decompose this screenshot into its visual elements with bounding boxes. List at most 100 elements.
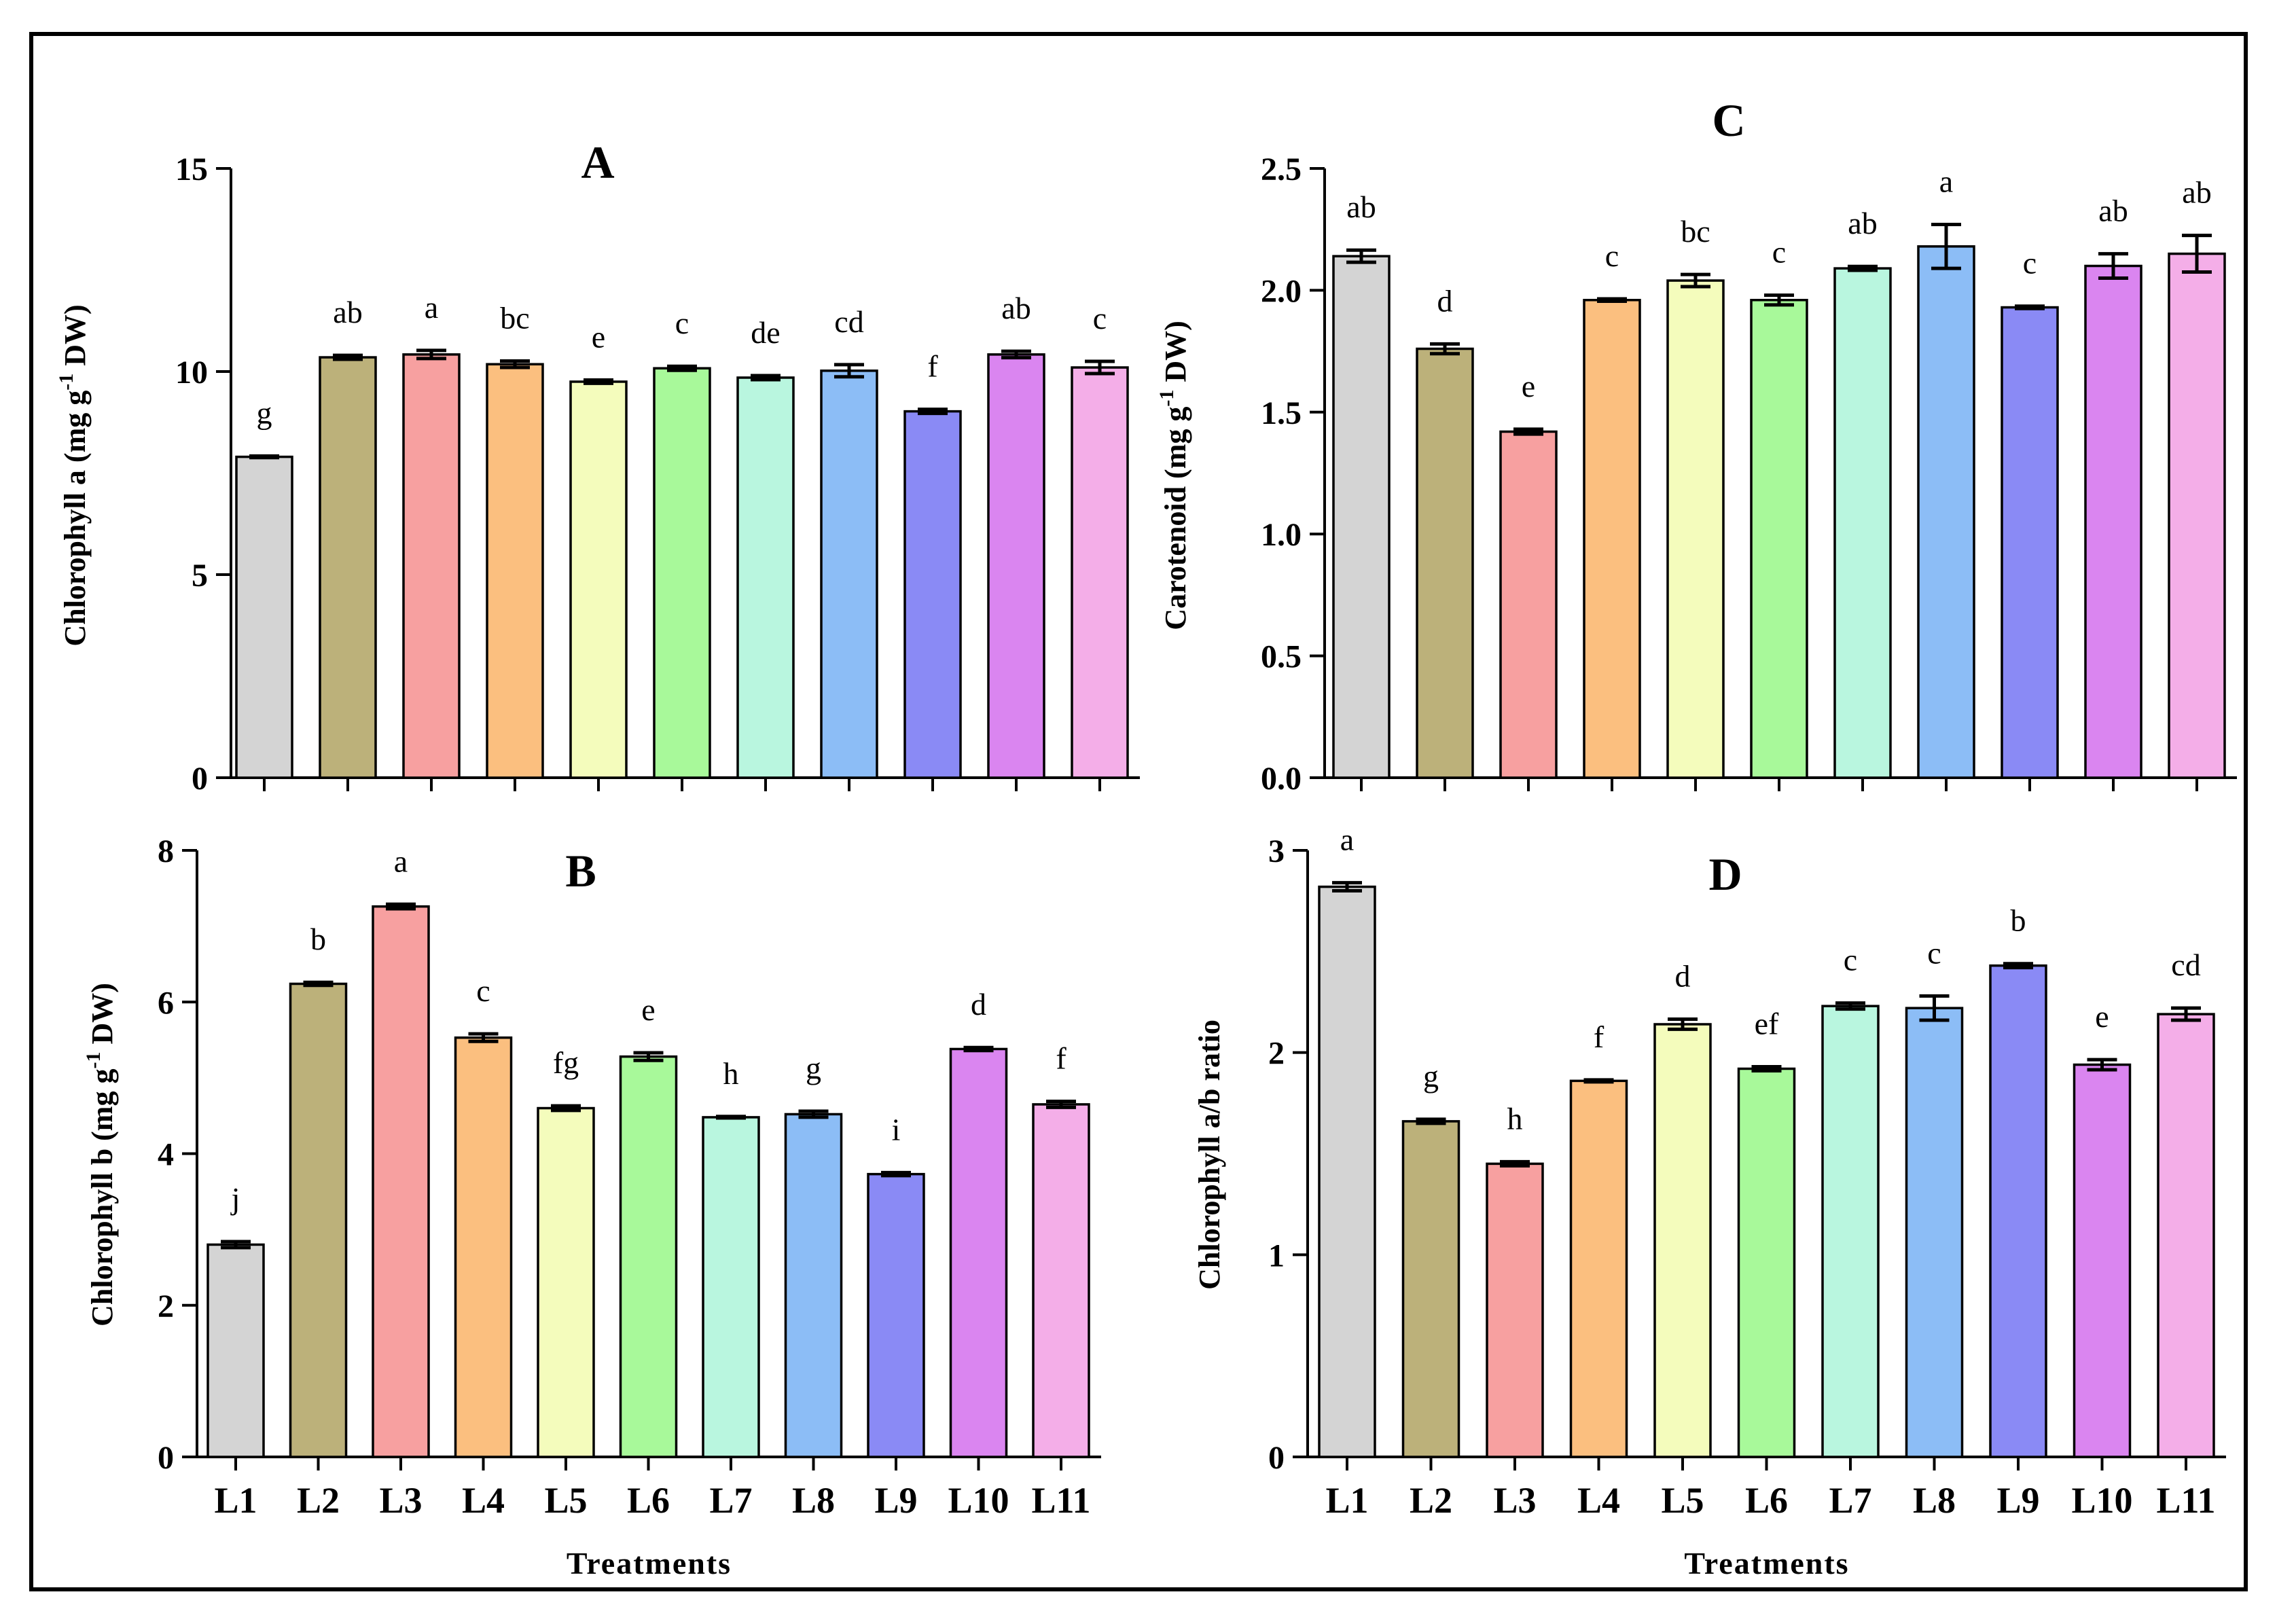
significance-letter: i [892,1112,901,1147]
bar-l10 [949,1047,1008,1458]
significance-letter: de [751,315,780,350]
y-tick-label: 0.0 [1261,761,1302,797]
x-tick-label: L2 [1410,1480,1452,1521]
significance-letter: c [1605,238,1619,273]
bar-l3 [1499,430,1558,779]
significance-letter: ef [1755,1007,1779,1041]
chart-panel-c: C Carotenoid (mg g-1 DW) 0.0 0.5 1.0 1.5 2.0 2.… [1155,94,2237,797]
bar-l11 [2157,1013,2215,1458]
bar-l9 [1989,964,2047,1458]
significance-letter: ab [2098,194,2128,228]
x-tick-label: L10 [2071,1480,2132,1521]
significance-letter: g [257,395,272,430]
significance-letter: a [1939,164,1953,199]
significance-letter: d [1675,959,1691,994]
chart-panel-b: B Chlorophyll b (mg g-1 DW) 0 2 4 6 8 j L1 b L2 a L3… [82,833,1101,1581]
y-tick-label: 8 [158,833,174,869]
x-tick-label: L6 [627,1480,670,1521]
y-axis-title-main: Chlorophyll b (mg g [86,1069,119,1327]
y-axis-title-tail: DW) [58,304,92,373]
bar-l4 [1583,299,1641,779]
significance-letter: cd [834,304,863,339]
y-tick-label: 15 [175,151,208,187]
y-tick-label: 0 [158,1440,174,1476]
y-axis-title: Carotenoid (mg g-1 DW) [1155,321,1192,630]
x-tick-label: L7 [1829,1480,1871,1521]
x-tick-label: L3 [379,1480,422,1521]
bar-l5 [569,380,628,779]
significance-letter: h [723,1056,739,1091]
x-axis-title: Treatments [1684,1546,1849,1581]
significance-letter: ab [1346,190,1376,224]
bar-l8 [820,369,878,779]
significance-letter: g [1423,1059,1439,1094]
x-tick-label: L9 [1996,1480,2039,1521]
bar-l7 [736,376,795,779]
x-tick-label: L7 [709,1480,752,1521]
bar-l4 [486,363,544,779]
y-tick-label: 2 [158,1288,174,1324]
y-tick-label: 6 [158,985,174,1021]
x-tick-label: L5 [544,1480,587,1521]
significance-letter: a [394,844,408,878]
significance-letter: g [806,1051,821,1085]
x-tick-label: L8 [1913,1480,1956,1521]
x-tick-label: L1 [1325,1480,1368,1521]
y-tick-label: 10 [175,355,208,391]
bar-l3 [402,353,461,779]
x-tick-label: L11 [2156,1480,2215,1521]
bar-l5 [537,1106,595,1458]
significance-letter: b [310,922,326,956]
significance-letter: a [1340,823,1354,857]
significance-letter: h [1507,1101,1523,1136]
bar-l2 [1416,347,1474,779]
bar-l9 [903,410,962,779]
y-axis-title-tail: DW) [1159,321,1192,389]
y-tick-label: 1.5 [1261,395,1302,431]
significance-letter: ab [1001,291,1030,325]
bar-l7 [1821,1005,1880,1458]
bar-l7 [702,1116,760,1458]
y-tick-label: 1 [1268,1238,1285,1274]
significance-letter: e [641,992,655,1027]
x-tick-label: L1 [214,1480,257,1521]
bar-l1 [1332,255,1391,779]
x-tick-label: L5 [1661,1480,1704,1521]
bar-l3 [1486,1162,1544,1458]
y-axis-title: Chlorophyll b (mg g-1 DW) [82,983,119,1327]
bar-l2 [1401,1120,1460,1458]
y-axis-title-superscript: -1 [82,1052,105,1069]
panel-title: B [565,845,596,897]
significance-letter: ab [1848,206,1877,240]
bar-l2 [319,356,377,779]
panel-title: A [581,137,614,188]
bar-l6 [1750,299,1808,779]
bar-l8 [1917,245,1975,779]
significance-letter: cd [2171,948,2200,982]
significance-letter: c [476,973,490,1008]
significance-letter: fg [553,1045,579,1080]
bar-l11 [1032,1103,1090,1458]
y-axis-title-main: Chlorophyll a/b ratio [1193,1019,1226,1290]
bar-l11 [1071,366,1129,779]
significance-letter: d [1437,283,1453,318]
significance-letter: e [2095,999,2109,1034]
significance-letter: d [971,987,986,1022]
y-axis-title: Chlorophyll a (mg g-1 DW) [55,304,92,646]
bar-l7 [1833,267,1892,779]
y-tick-label: 1.0 [1261,517,1302,553]
y-axis-title-superscript: -1 [55,374,77,391]
y-tick-label: 0 [192,761,208,797]
y-tick-label: 2 [1268,1036,1285,1072]
y-axis-title-main: Carotenoid (mg g [1159,407,1192,630]
y-tick-label: 0 [1268,1440,1285,1476]
significance-letter: ab [333,295,362,329]
bar-l9 [2001,306,2059,779]
significance-letter: c [1844,943,1857,977]
significance-letter: e [592,320,605,355]
x-tick-label: L9 [874,1480,917,1521]
x-tick-label: L4 [462,1480,505,1521]
significance-letter: c [675,306,689,340]
significance-letter: e [1522,369,1535,403]
